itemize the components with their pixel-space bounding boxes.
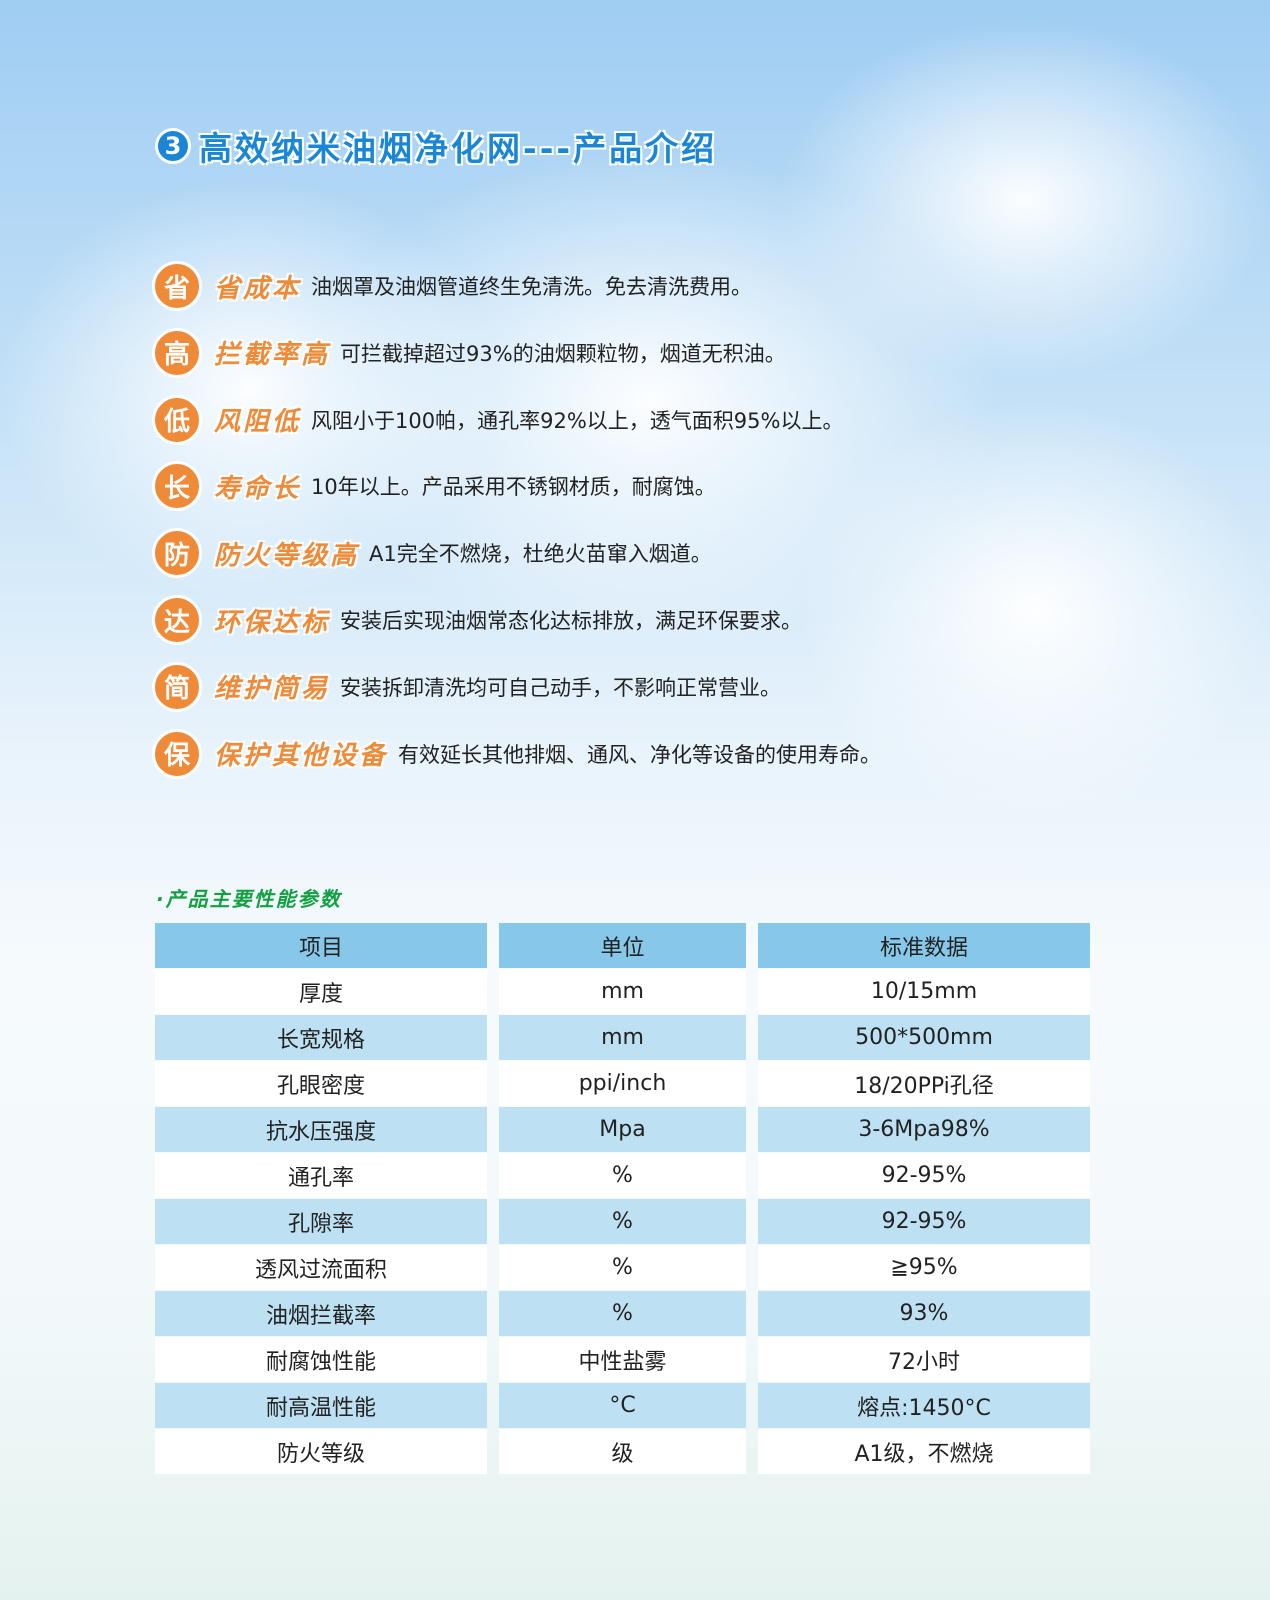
feature-badge: 防	[152, 528, 202, 579]
table-cell: 10/15mm	[758, 969, 1090, 1014]
feature-desc: 油烟罩及油烟管道终生免清洗。免去清洗费用。	[311, 275, 753, 299]
table-cell: 500*500mm	[758, 1015, 1090, 1060]
feature-label: 保护其他设备	[214, 741, 389, 772]
feature-label: 环保达标	[214, 607, 331, 638]
section-number: 3	[155, 128, 191, 164]
table-cell: 通孔率	[155, 1153, 487, 1198]
feature-item: 省省成本 油烟罩及油烟管道终生免清洗。免去清洗费用。	[152, 260, 752, 312]
table-cell: 18/20PPi孔径	[758, 1061, 1090, 1106]
feature-item: 高拦截率高 可拦截掉超过93%的油烟颗粒物，烟道无积油。	[152, 327, 786, 379]
table-cell: 92-95%	[758, 1153, 1090, 1198]
cloud	[800, 400, 1270, 820]
table-cell: %	[499, 1245, 746, 1290]
feature-label: 拦截率高	[214, 340, 331, 371]
table-cell: ≧95%	[758, 1245, 1090, 1290]
table-cell: 油烟拦截率	[155, 1291, 487, 1336]
feature-desc: A1完全不燃烧，杜绝火苗窜入烟道。	[369, 542, 712, 567]
feature-desc: 安装后实现油烟常态化达标排放，满足环保要求。	[340, 609, 803, 633]
table-cell: 防火等级	[155, 1429, 487, 1474]
feature-label: 维护简易	[214, 674, 331, 705]
table-cell: 中性盐雾	[499, 1337, 746, 1382]
table-row: 通孔率% 92-95%	[155, 1153, 1090, 1198]
feature-label: 省成本	[214, 273, 302, 304]
table-cell: °C	[499, 1383, 746, 1428]
table-cell: 72小时	[758, 1337, 1090, 1382]
feature-badge: 省	[152, 261, 202, 311]
table-row: 孔隙率% 92-95%	[155, 1199, 1090, 1244]
table-cell: 耐腐蚀性能	[155, 1337, 487, 1382]
title-text: 高效纳米油烟净化网---产品介绍	[199, 129, 718, 168]
table-cell: 孔眼密度	[155, 1061, 487, 1106]
feature-badge: 简	[152, 661, 202, 712]
table-cell: mm	[499, 1015, 746, 1060]
feature-desc: 安装拆卸清洗均可自己动手，不影响正常营业。	[340, 675, 782, 700]
table-cell: %	[499, 1291, 746, 1336]
table-cell: A1级，不燃烧	[758, 1429, 1090, 1474]
header-cell: 单位	[499, 923, 746, 968]
table-row: 孔眼密度 ppi/inch 18/20PPi孔径	[155, 1061, 1090, 1106]
table-row: 抗水压强度 Mpa 3-6Mpa98%	[155, 1107, 1090, 1152]
feature-item: 长寿命长 10年以上。产品采用不锈钢材质，耐腐蚀。	[152, 460, 716, 512]
feature-desc: 10年以上。产品采用不锈钢材质，耐腐蚀。	[311, 475, 716, 500]
specs-title: ·产品主要性能参数	[156, 887, 342, 911]
table-cell: 透风过流面积	[155, 1245, 487, 1290]
table-row: 厚度 mm 10/15mm	[155, 969, 1090, 1014]
feature-badge: 低	[152, 394, 202, 445]
table-row: 防火等级级 A1级，不燃烧	[155, 1429, 1090, 1474]
table-cell: 孔隙率	[155, 1199, 487, 1244]
header-cell: 标准数据	[758, 923, 1090, 968]
feature-desc: 有效延长其他排烟、通风、净化等设备的使用寿命。	[398, 742, 882, 767]
table-cell: %	[499, 1199, 746, 1244]
table-row: 透风过流面积% ≧95%	[155, 1245, 1090, 1290]
feature-badge: 保	[152, 728, 202, 779]
table-cell: 长宽规格	[155, 1015, 487, 1060]
feature-item: 达环保达标 安装后实现油烟常态化达标排放，满足环保要求。	[152, 594, 802, 646]
feature-item: 简维护简易 安装拆卸清洗均可自己动手，不影响正常营业。	[152, 661, 781, 713]
table-row: 油烟拦截率% 93%	[155, 1291, 1090, 1336]
table-cell: %	[499, 1153, 746, 1198]
feature-label: 寿命长	[214, 473, 302, 504]
table-row: 耐高温性能 °C 熔点:1450°C	[155, 1383, 1090, 1428]
table-cell: mm	[499, 969, 746, 1014]
table-cell: 抗水压强度	[155, 1107, 487, 1152]
table-row: 长宽规格 mm 500*500mm	[155, 1015, 1090, 1060]
feature-desc: 风阻小于100帕，通孔率92%以上，透气面积95%以上。	[311, 408, 844, 433]
table-row: 耐腐蚀性能 中性盐雾 72小时	[155, 1337, 1090, 1382]
feature-badge: 达	[152, 595, 202, 645]
table-cell: ppi/inch	[499, 1061, 746, 1106]
table-cell: 级	[499, 1429, 746, 1474]
table-cell: 93%	[758, 1291, 1090, 1336]
table-cell: 厚度	[155, 969, 487, 1014]
table-header: 项目 单位 标准数据	[155, 923, 1090, 968]
table-cell: 3-6Mpa98%	[758, 1107, 1090, 1152]
table-cell: 熔点:1450°C	[758, 1383, 1090, 1428]
page-title: 3 高效纳米油烟净化网---产品介绍	[155, 122, 717, 170]
feature-item: 保保护其他设备 有效延长其他排烟、通风、净化等设备的使用寿命。	[152, 728, 881, 780]
table-cell: Mpa	[499, 1107, 746, 1152]
feature-badge: 长	[152, 461, 202, 512]
feature-item: 低风阻低 风阻小于100帕，通孔率92%以上，透气面积95%以上。	[152, 394, 843, 446]
feature-item: 防防火等级高 A1完全不燃烧，杜绝火苗窜入烟道。	[152, 527, 712, 579]
table-body: 厚度 mm 10/15mm 长宽规格 mm 500*500mm 孔眼密度 ppi/inch 18…	[155, 969, 1090, 1474]
header-cell: 项目	[155, 923, 487, 968]
table-cell: 92-95%	[758, 1199, 1090, 1244]
specs-table: 项目 单位 标准数据 厚度 mm 10/15mm 长宽规格 mm 500*500mm 孔眼密…	[155, 923, 1090, 1475]
feature-label: 风阻低	[214, 407, 302, 438]
feature-badge: 高	[152, 327, 202, 378]
feature-label: 防火等级高	[214, 540, 360, 571]
table-cell: 耐高温性能	[155, 1383, 487, 1428]
feature-desc: 可拦截掉超过93%的油烟颗粒物，烟道无积油。	[340, 341, 786, 366]
